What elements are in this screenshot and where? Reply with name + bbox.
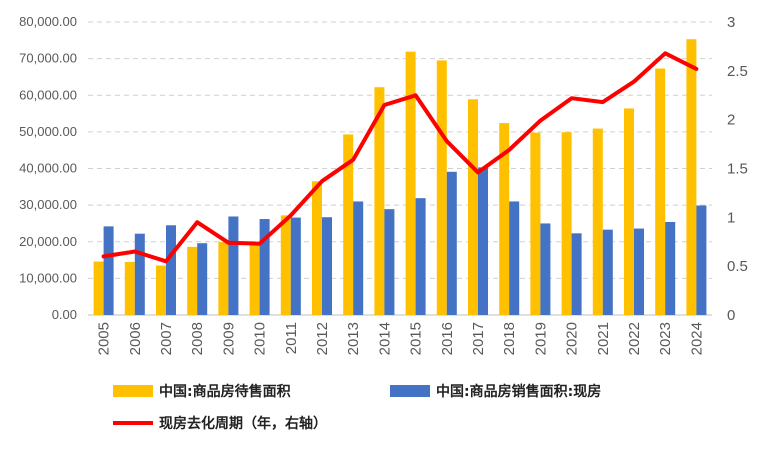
bar-sales: [540, 223, 551, 315]
x-tick-label: 2009: [220, 322, 237, 355]
line-series: [101, 51, 699, 264]
bar-sales: [415, 198, 426, 315]
right-tick-label: 1: [727, 209, 735, 226]
bar-sales: [166, 225, 176, 315]
legend-swatch-inventory: [113, 385, 153, 397]
legend-label-cycle: 现房去化周期（年，右轴）: [159, 415, 327, 432]
x-tick-label: 2019: [532, 322, 549, 355]
left-tick-label: 0.00: [52, 307, 77, 322]
bar-sales: [446, 171, 457, 315]
bar-inventory: [124, 261, 135, 315]
x-tick-label: 2017: [470, 322, 487, 355]
x-tick-label: 2008: [189, 322, 206, 355]
bar-inventory: [624, 108, 634, 315]
x-tick-label: 2018: [501, 322, 518, 355]
x-tick-label: 2006: [127, 322, 144, 355]
left-tick-label: 60,000.00: [19, 87, 77, 102]
right-tick-label: 2: [727, 112, 735, 129]
left-tick-label: 30,000.00: [19, 197, 77, 212]
left-axis: 0.00 10,000.00 20,000.00 30,000.00 40,000.00…: [19, 14, 77, 322]
bar-sales: [634, 228, 644, 315]
right-axis: 0 0.5 1 1.5 2 2.5 3: [727, 14, 748, 324]
x-tick-label: 2011: [283, 322, 300, 354]
left-tick-label: 20,000.00: [19, 234, 77, 249]
bar-inventory: [530, 132, 541, 315]
x-axis: 2005 2006 2007 2008 2009 2010 2011 2012 2013 2014…: [96, 322, 706, 355]
bar-sales: [353, 201, 364, 315]
x-tick-label: 2012: [314, 322, 331, 355]
line-cycle: [101, 51, 699, 264]
bar-inventory: [468, 99, 478, 315]
bar-sales: [322, 217, 332, 315]
bar-sales: [571, 233, 582, 315]
bar-sales: [665, 221, 676, 315]
x-tick-label: 2013: [345, 322, 362, 355]
left-tick-label: 40,000.00: [19, 161, 77, 176]
bar-inventory: [561, 132, 572, 315]
bar-inventory: [343, 134, 354, 315]
bar-sales: [197, 243, 208, 315]
x-tick-label: 2014: [376, 322, 393, 355]
legend: 中国:商品房待售面积 中国:商品房销售面积:现房 现房去化周期（年，右轴）: [113, 383, 601, 432]
x-tick-label: 2022: [626, 322, 643, 355]
x-tick-label: 2007: [158, 322, 175, 355]
bar-inventory: [499, 123, 510, 316]
bar-sales: [509, 201, 520, 315]
x-tick-label: 2016: [439, 322, 456, 355]
legend-label-sales: 中国:商品房销售面积:现房: [436, 383, 601, 400]
right-tick-label: 2.5: [727, 63, 748, 80]
right-tick-label: 0.5: [727, 258, 748, 275]
bar-inventory: [686, 39, 697, 316]
bar-inventory: [312, 181, 322, 315]
bar-sales: [134, 233, 145, 315]
bar-sales: [696, 205, 707, 315]
bar-inventory: [655, 68, 666, 315]
bar-inventory: [249, 244, 260, 315]
bar-sales: [259, 219, 270, 315]
bar-inventory: [280, 215, 291, 315]
bar-inventory: [592, 128, 603, 315]
x-tick-label: 2005: [96, 322, 113, 355]
bar-sales: [384, 209, 395, 315]
bar-inventory: [405, 51, 416, 315]
bar-sales: [290, 217, 301, 315]
right-tick-label: 3: [727, 14, 735, 31]
bar-inventory: [436, 60, 447, 315]
bar-sales: [228, 216, 239, 315]
bar-sales: [602, 229, 613, 315]
bar-sales: [103, 226, 114, 315]
left-tick-label: 70,000.00: [19, 51, 77, 66]
x-tick-label: 2021: [595, 322, 612, 355]
gridlines: [88, 21, 712, 316]
x-tick-label: 2010: [252, 322, 269, 355]
bar-sales: [478, 167, 488, 315]
left-tick-label: 80,000.00: [19, 14, 77, 29]
bar-inventory: [374, 87, 385, 315]
x-tick-label: 2023: [657, 322, 674, 355]
bar-inventory: [156, 265, 166, 315]
x-tick-label: 2020: [564, 322, 581, 355]
right-tick-label: 1.5: [727, 161, 748, 178]
bar-series: [93, 39, 707, 316]
legend-swatch-sales: [390, 385, 430, 397]
right-tick-label: 0: [727, 307, 735, 324]
legend-label-inventory: 中国:商品房待售面积: [159, 383, 291, 400]
x-tick-label: 2024: [688, 322, 705, 355]
left-tick-label: 10,000.00: [19, 270, 77, 285]
left-tick-label: 50,000.00: [19, 124, 77, 139]
bar-inventory: [187, 246, 198, 315]
bar-inventory: [218, 242, 229, 315]
x-tick-label: 2015: [408, 322, 425, 355]
bar-inventory: [93, 261, 104, 315]
